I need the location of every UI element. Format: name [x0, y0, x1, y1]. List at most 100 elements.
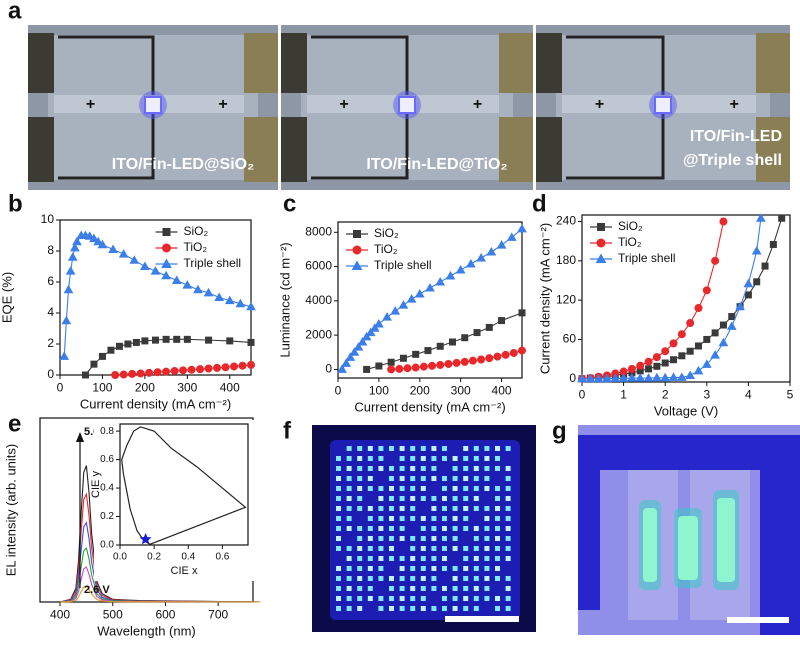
- emitter: [410, 506, 416, 511]
- emitter: [389, 536, 394, 541]
- emitter: [420, 566, 426, 571]
- marker: [486, 246, 497, 256]
- emitter: [452, 526, 458, 531]
- emitter: [452, 506, 458, 511]
- emitter: [495, 536, 500, 541]
- emitter: [463, 596, 469, 601]
- series-line: [341, 228, 523, 370]
- marker: [496, 240, 507, 249]
- emitter: [346, 516, 352, 521]
- marker: [129, 255, 140, 264]
- marker: [778, 214, 786, 222]
- y-tick-label: 2: [47, 336, 54, 350]
- emitter: [346, 496, 352, 501]
- emitter: [505, 576, 511, 581]
- emitter: [357, 556, 363, 561]
- emitter: [367, 576, 373, 581]
- emitter: [452, 486, 458, 491]
- y-tick-label: 60: [563, 332, 577, 346]
- emitter: [410, 606, 416, 611]
- emitter: [484, 456, 490, 461]
- marker: [466, 258, 476, 268]
- x-tick-label: 300: [451, 383, 471, 397]
- marker: [595, 253, 607, 263]
- inset-bg: [94, 420, 254, 581]
- panel-label: d: [532, 190, 547, 217]
- series-line: [60, 585, 261, 603]
- y-axis-label: Current density (mA cm⁻²): [537, 223, 552, 374]
- led: [654, 96, 672, 114]
- y-axis-label: Luminance (cd m⁻²): [277, 242, 292, 357]
- y-tick-label: 180: [556, 253, 576, 267]
- pad: [499, 117, 533, 182]
- marker: [602, 373, 612, 383]
- marker: [98, 352, 106, 360]
- x-tick-label: 1: [620, 387, 627, 401]
- y-tick-label: 0.0: [100, 540, 114, 551]
- emitter: [463, 546, 469, 551]
- emitter: [367, 486, 373, 491]
- marker: [349, 347, 360, 356]
- emitter: [463, 476, 469, 481]
- marker: [685, 370, 696, 379]
- emitter: [336, 476, 341, 481]
- emitter: [431, 466, 437, 471]
- marker: [661, 359, 669, 367]
- pad: [244, 117, 278, 182]
- photo-caption: ITO/Fin-LED: [690, 128, 782, 145]
- marker: [153, 368, 162, 377]
- marker: [501, 350, 510, 359]
- emitter: [378, 576, 384, 581]
- legend-label: TiO₂: [374, 242, 398, 256]
- emitter: [346, 586, 352, 591]
- series-line: [59, 521, 261, 603]
- emitter: [357, 606, 363, 611]
- x-tick-label: 0.6: [215, 552, 229, 563]
- emitter: [495, 466, 500, 471]
- emitter: [357, 456, 363, 461]
- emitter: [431, 536, 437, 541]
- marker: [627, 373, 637, 382]
- marker: [635, 373, 646, 382]
- emitter: [336, 596, 341, 601]
- marker: [718, 337, 729, 347]
- marker: [645, 365, 653, 373]
- marker: [414, 288, 425, 298]
- emitter: [420, 466, 426, 471]
- marker: [90, 360, 98, 368]
- scale-bar: [727, 617, 789, 623]
- marker: [585, 373, 596, 383]
- marker: [171, 275, 182, 284]
- emitter: [357, 526, 363, 531]
- marker: [719, 321, 727, 329]
- marker: [152, 336, 159, 344]
- emitter: [357, 546, 363, 551]
- x-tick-label: 200: [410, 383, 430, 397]
- emitter: [484, 486, 490, 491]
- marker: [398, 300, 409, 309]
- emitter: [357, 466, 363, 471]
- x-tick-label: 0: [335, 383, 342, 397]
- emitter: [420, 556, 426, 561]
- marker: [150, 266, 161, 275]
- emitter: [336, 506, 341, 511]
- marker: [660, 372, 671, 382]
- emitter: [484, 576, 490, 581]
- pad: [28, 33, 54, 93]
- emitter: [473, 596, 479, 601]
- emitter: [389, 506, 394, 511]
- marker: [436, 360, 445, 369]
- marker: [627, 364, 636, 373]
- emitter: [473, 606, 479, 611]
- emitter: [495, 566, 500, 571]
- emitter: [399, 486, 405, 491]
- marker: [375, 362, 383, 370]
- axes-frame: [59, 219, 252, 376]
- marker: [183, 335, 191, 343]
- x-axis-label: Current density (mA cm⁻²): [354, 399, 505, 414]
- marker: [124, 340, 132, 348]
- marker-cross: +: [473, 96, 482, 113]
- marker: [610, 373, 621, 382]
- emitter: [452, 536, 458, 541]
- series-line: [582, 218, 762, 380]
